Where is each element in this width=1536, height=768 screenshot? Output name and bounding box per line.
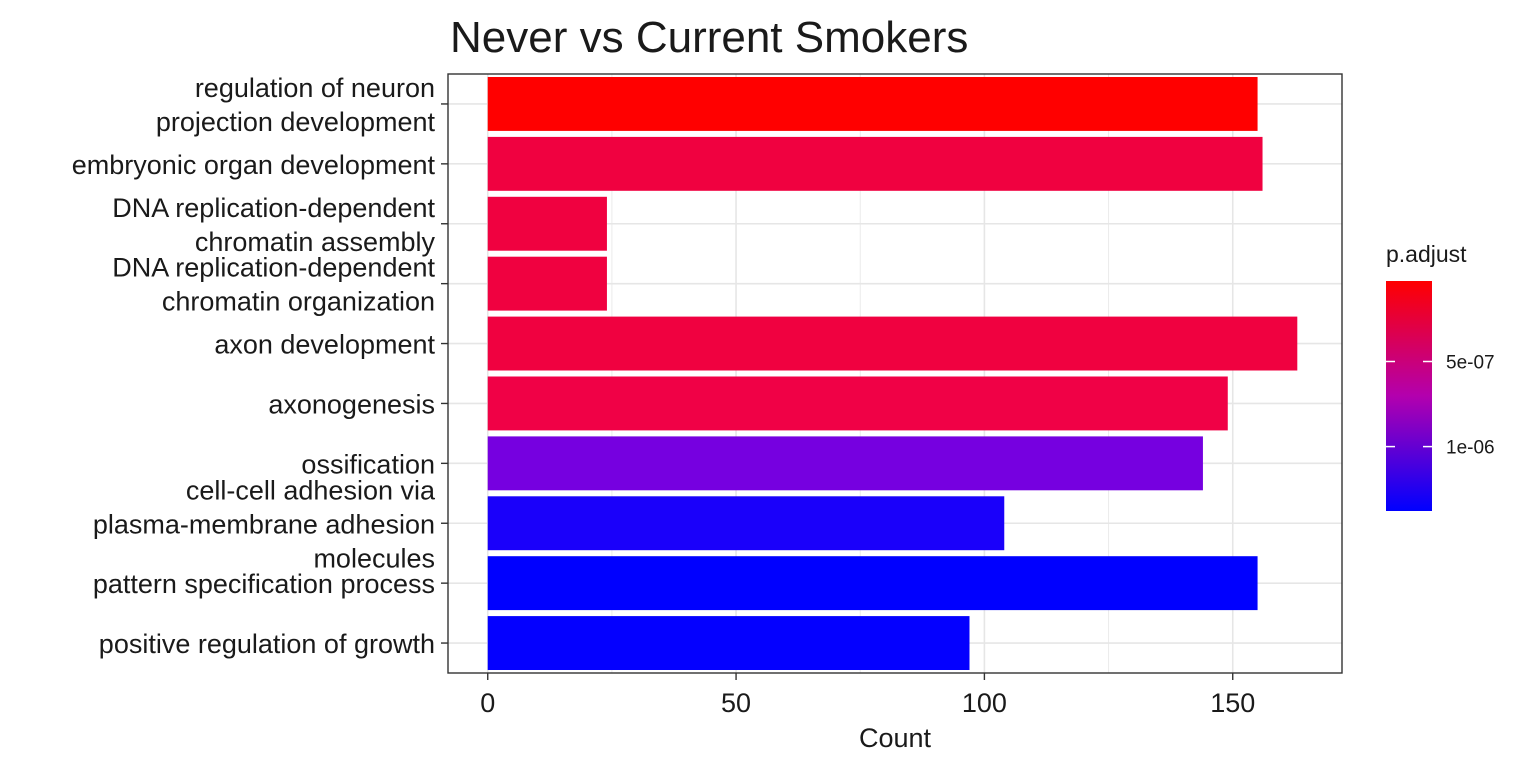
bar <box>487 556 1258 611</box>
bars <box>487 76 1298 671</box>
bar <box>487 316 1298 371</box>
y-axis: regulation of neuron projection developme… <box>72 73 448 659</box>
legend-ticks: 5e-07 1e-06 <box>1386 353 1495 459</box>
y-tick-label: axon development <box>214 330 435 360</box>
legend: p.adjust 5e-07 1e-06 <box>1386 241 1495 511</box>
x-tick-label: 50 <box>721 688 751 718</box>
x-tick-label: 150 <box>1210 688 1255 718</box>
chart-title: Never vs Current Smokers <box>450 13 968 62</box>
legend-colorbar <box>1386 281 1432 511</box>
y-tick-label: positive regulation of growth <box>99 629 435 659</box>
bar <box>487 616 970 671</box>
bar <box>487 436 1203 491</box>
bar <box>487 496 1005 551</box>
bar <box>487 136 1263 191</box>
bar <box>487 76 1258 131</box>
x-axis: 0 50 100 150 <box>480 673 1255 718</box>
y-tick-label: ossification <box>301 449 435 479</box>
y-tick-label: axonogenesis <box>268 389 435 419</box>
legend-title: p.adjust <box>1386 241 1467 267</box>
legend-tick-label: 5e-07 <box>1446 353 1495 374</box>
y-tick-label: embryonic organ development <box>72 150 436 180</box>
y-tick-label: regulation of neuron projection developme… <box>156 73 436 137</box>
bar <box>487 376 1228 431</box>
y-tick-label: pattern specification process <box>93 569 435 599</box>
y-tick-label: DNA replication-dependent chromatin organ… <box>112 253 435 317</box>
y-tick-label: DNA replication-dependent chromatin assem… <box>112 193 435 257</box>
y-tick-label: cell-cell adhesion via plasma-membrane ad… <box>93 475 436 573</box>
x-tick-label: 100 <box>962 688 1007 718</box>
plot-border <box>447 73 1343 674</box>
x-axis-title: Count <box>859 723 932 753</box>
x-tick-label: 0 <box>480 688 495 718</box>
legend-tick-label: 1e-06 <box>1446 438 1495 459</box>
bar <box>487 196 607 251</box>
bar <box>487 256 607 311</box>
